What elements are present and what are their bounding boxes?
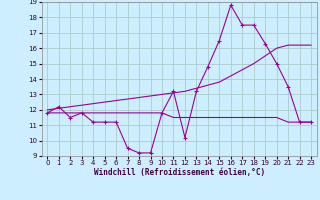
X-axis label: Windchill (Refroidissement éolien,°C): Windchill (Refroidissement éolien,°C) [94, 168, 265, 177]
